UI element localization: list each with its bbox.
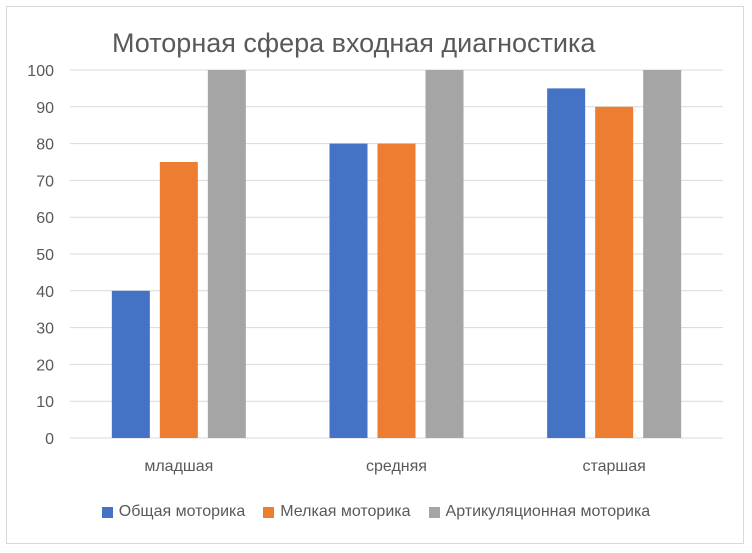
legend-label: Мелкая моторика [280,503,411,520]
y-tick-label: 30 [36,321,54,338]
y-tick-label: 50 [36,247,54,264]
legend-swatch [428,506,440,518]
y-tick-label: 40 [36,284,54,301]
chart-legend: Общая моторика Мелкая моторика Артикуляцио… [0,503,752,521]
bars [111,70,682,439]
y-tick-label: 0 [45,431,54,448]
bar-1-3 [547,88,586,439]
legend-swatch [101,506,113,518]
bar-2-1 [159,162,198,438]
bar-1-2 [329,143,368,438]
bar-2-2 [377,143,416,438]
y-tick-label: 60 [36,210,54,227]
x-axis-categories: младшая средняя старшая [144,458,645,475]
bar-3-1 [207,70,246,438]
legend-swatch [263,506,275,518]
legend-item: Мелкая моторика [263,503,411,521]
legend-label: Артикуляционная моторика [445,503,651,520]
y-tick-label: 100 [27,63,54,80]
bar-3-2 [425,70,464,438]
y-tick-label: 80 [36,137,54,154]
y-axis-ticks: 0 10 20 30 40 50 60 70 80 90 100 [27,63,54,448]
y-tick-label: 10 [36,394,54,411]
legend-label: Общая моторика [118,503,246,520]
bar-2-3 [595,106,634,439]
x-category-label: младшая [144,458,213,475]
legend-item: Общая моторика [101,503,246,521]
chart-title: Моторная сфера входная диагностика [112,28,596,58]
y-tick-label: 90 [36,100,54,117]
y-tick-label: 70 [36,173,54,190]
bar-1-1 [111,290,150,438]
x-category-label: средняя [366,458,427,475]
bar-3-3 [643,70,682,438]
legend-item: Артикуляционная моторика [428,503,651,521]
y-tick-label: 20 [36,357,54,374]
x-category-label: старшая [582,458,645,475]
